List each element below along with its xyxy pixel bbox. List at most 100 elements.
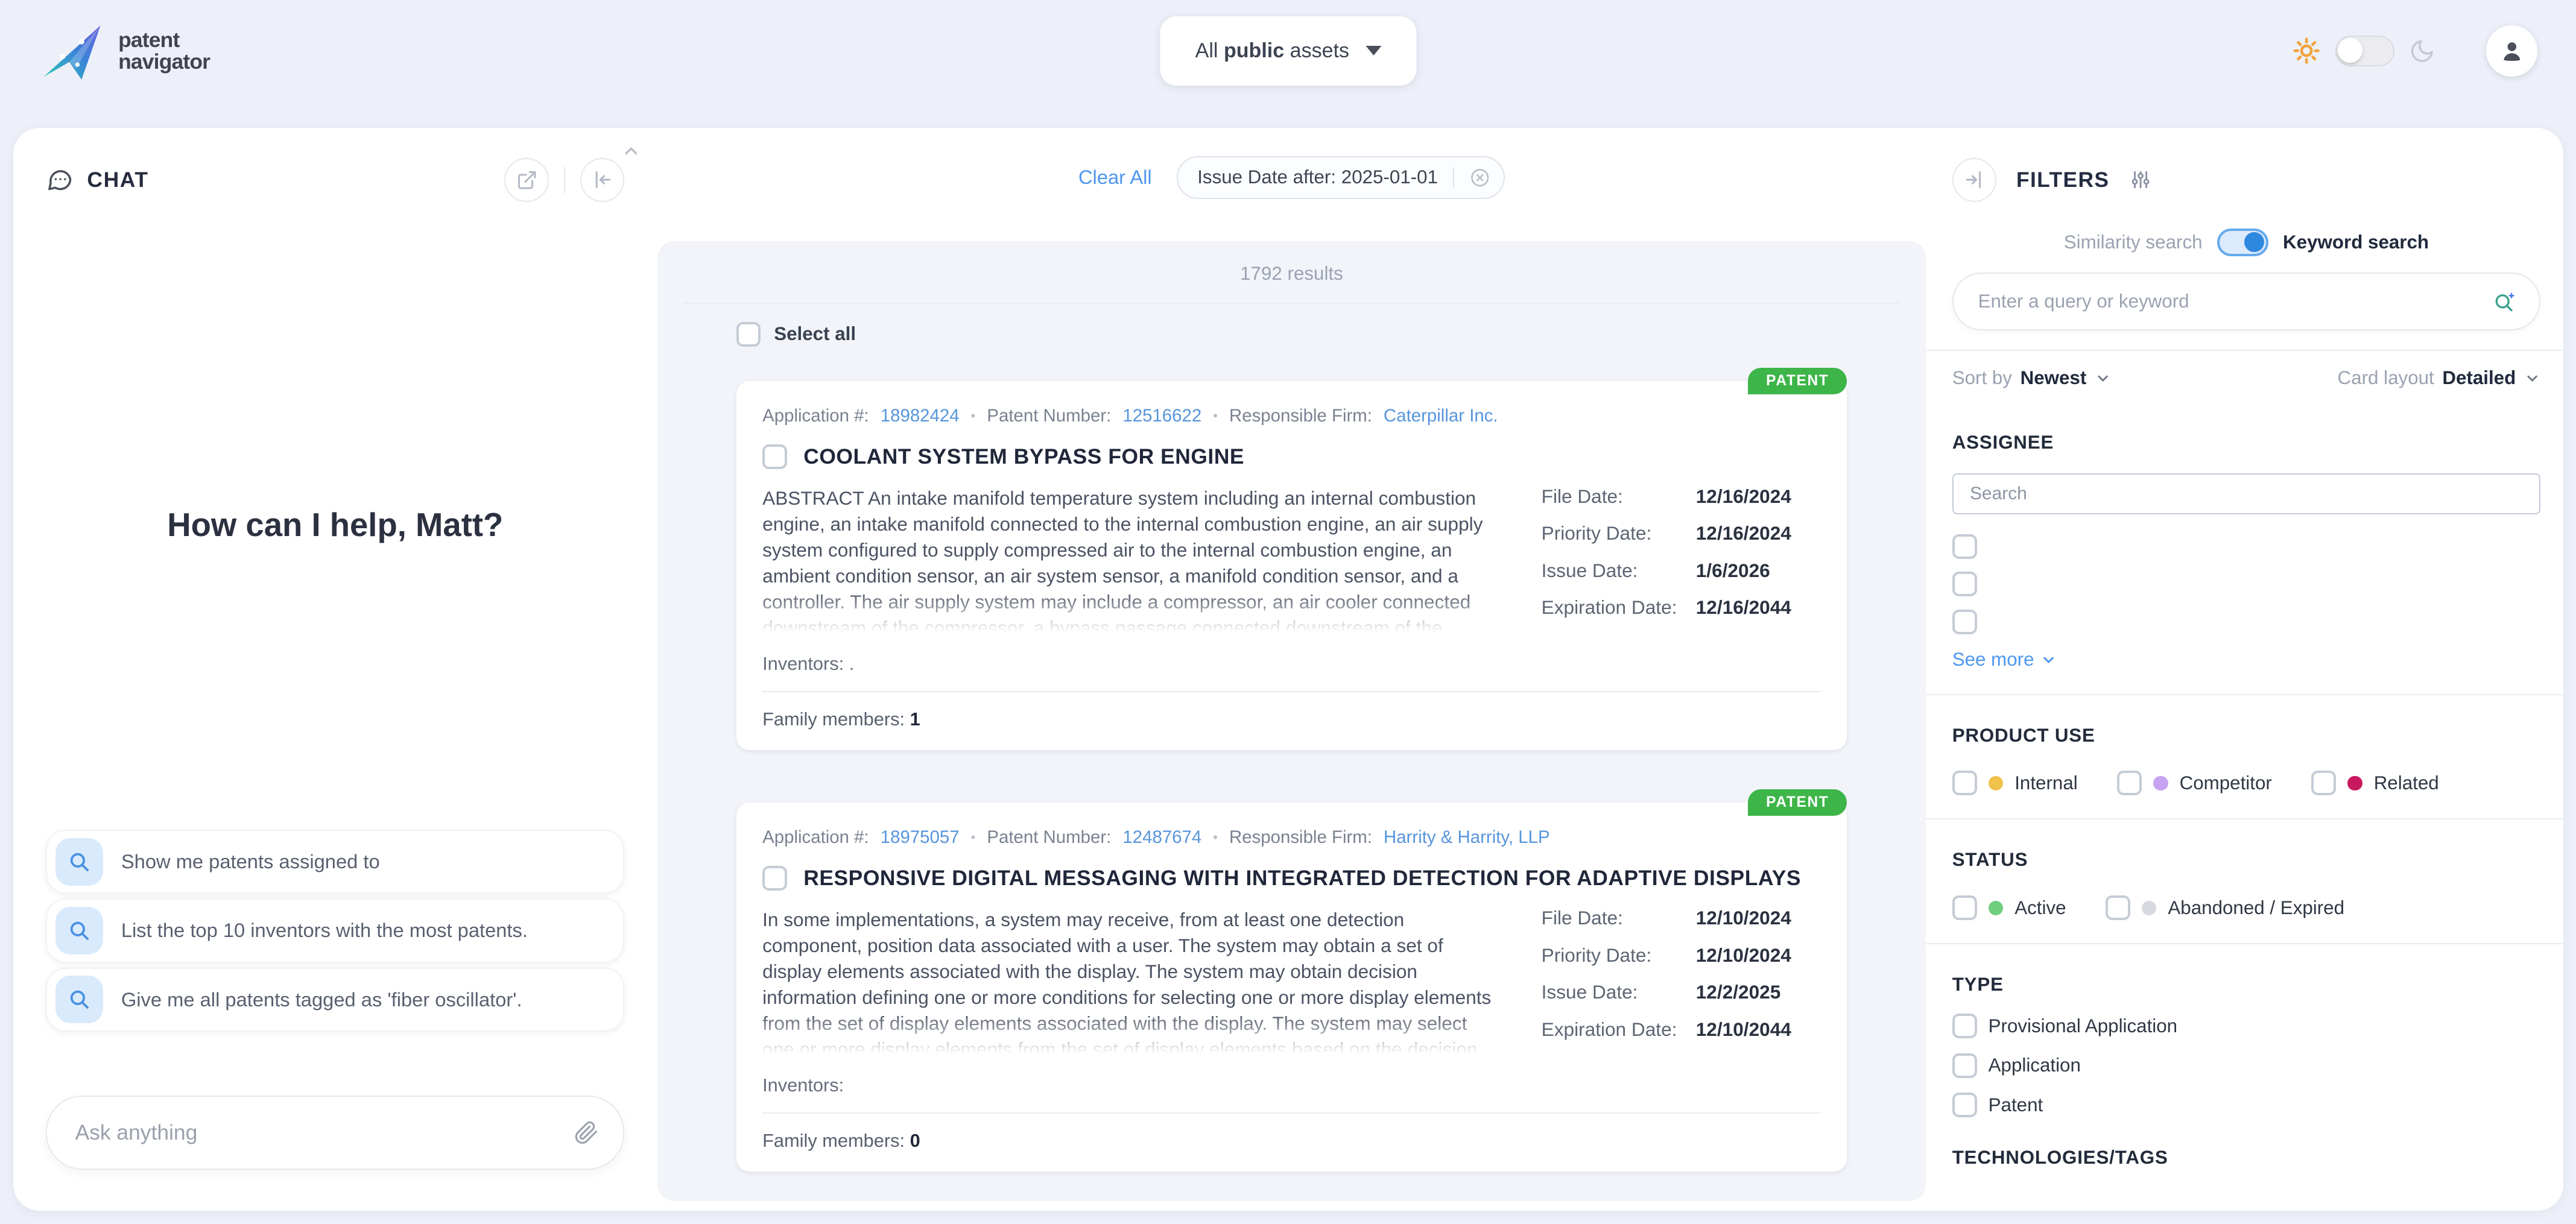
patent-title[interactable]: RESPONSIVE DIGITAL MESSAGING WITH INTEGR… [803, 865, 1802, 890]
checkbox[interactable] [1952, 1093, 1977, 1117]
remove-filter-icon[interactable] [1469, 167, 1490, 188]
option-label: Patent [1988, 1094, 2043, 1115]
open-chat-window-button[interactable] [504, 157, 549, 203]
checkbox[interactable] [2117, 771, 2142, 796]
see-more-link[interactable]: See more [1952, 649, 2540, 670]
patent-card[interactable]: PATENT Application #: 18975057 • Patent … [736, 789, 1847, 1172]
assignee-search-input[interactable] [1966, 482, 2527, 506]
type-section-title: TYPE [1952, 974, 2004, 995]
app-logo[interactable]: patent navigator [39, 20, 210, 83]
product-use-option-related[interactable]: Related [2311, 771, 2439, 796]
expiration-date-value: 12/10/2044 [1695, 1018, 1791, 1040]
responsible-firm-label: Responsible Firm: [1229, 827, 1372, 847]
chat-tools [504, 157, 625, 203]
card-checkbox[interactable] [762, 865, 787, 891]
top-right-cluster [2293, 25, 2537, 77]
issue-date-label: Issue Date: [1541, 981, 1638, 1003]
status-option-active[interactable]: Active [1952, 895, 2066, 921]
chevron-down-icon [2098, 375, 2108, 382]
logo-word-2: navigator [118, 49, 210, 74]
status-option-abandoned[interactable]: Abandoned / Expired [2105, 895, 2344, 921]
chat-panel: CHAT How can I help, M [13, 128, 657, 1210]
expiration-date-label: Expiration Date: [1541, 596, 1677, 619]
checkbox[interactable] [1952, 1014, 1977, 1039]
patent-card[interactable]: PATENT Application #: 18982424 • Patent … [736, 368, 1847, 750]
assignee-checkbox[interactable] [1952, 572, 1977, 597]
type-option-provisional[interactable]: Provisional Application [1952, 1014, 2540, 1039]
divider [1926, 943, 2564, 944]
search-mode-toggle[interactable] [2217, 228, 2268, 256]
patent-type-badge: PATENT [1748, 789, 1847, 816]
user-menu-button[interactable] [2486, 25, 2537, 77]
card-layout-dropdown[interactable]: Card layout Detailed [2338, 367, 2541, 389]
divider [762, 1112, 1821, 1114]
checkbox[interactable] [1952, 1053, 1977, 1078]
product-use-option-internal[interactable]: Internal [1952, 771, 2078, 796]
option-label: Active [2014, 897, 2066, 918]
type-option-patent[interactable]: Patent [1952, 1093, 2540, 1117]
collapse-chat-button[interactable] [580, 157, 625, 203]
card-checkbox[interactable] [762, 444, 787, 469]
family-members-value: 0 [910, 1130, 920, 1152]
application-number-link[interactable]: 18982424 [880, 405, 960, 426]
product-use-option-competitor[interactable]: Competitor [2117, 771, 2272, 796]
expiration-date-value: 12/16/2044 [1695, 596, 1791, 619]
patent-title[interactable]: COOLANT SYSTEM BYPASS FOR ENGINE [803, 444, 1245, 468]
chevron-down-icon [2527, 375, 2537, 382]
patent-number-link[interactable]: 12516622 [1122, 405, 1202, 426]
divider [1926, 350, 2564, 351]
assignee-checkbox[interactable] [1952, 534, 1977, 559]
priority-date-value: 12/16/2024 [1695, 522, 1791, 544]
filters-panel: FILTERS Similarity search Keyword search [1926, 128, 2564, 1210]
theme-toggle[interactable] [2335, 35, 2394, 67]
clear-all-link[interactable]: Clear All [1078, 166, 1152, 189]
paperclip-icon[interactable] [574, 1120, 599, 1145]
card-layout-value: Detailed [2442, 367, 2516, 389]
option-label: Related [2373, 772, 2439, 793]
sort-by-dropdown[interactable]: Sort by Newest [1952, 367, 2111, 389]
suggestion-chip[interactable]: List the top 10 inventors with the most … [46, 898, 625, 963]
checkbox[interactable] [1952, 895, 1977, 921]
checkbox[interactable] [2105, 895, 2130, 921]
chevron-down-icon [1366, 46, 1382, 56]
chevron-up-icon[interactable] [621, 141, 641, 161]
theme-toggle-knob [2338, 38, 2363, 63]
application-number-link[interactable]: 18975057 [880, 827, 960, 847]
active-filter-chip[interactable]: Issue Date after: 2025-01-01 [1176, 156, 1505, 199]
checkbox[interactable] [1952, 771, 1977, 796]
type-option-application[interactable]: Application [1952, 1053, 2540, 1078]
patent-number-label: Patent Number: [987, 405, 1112, 426]
file-date-value: 12/16/2024 [1695, 485, 1791, 507]
search-icon [70, 921, 89, 940]
card-meta-row: Application #: 18982424 • Patent Number:… [762, 406, 1821, 426]
chat-input[interactable] [72, 1118, 574, 1147]
query-input[interactable] [1975, 289, 2492, 314]
search-icon-tile [55, 906, 103, 954]
asset-scope-selector[interactable]: All public assets [1160, 16, 1417, 86]
chat-suggestions: Show me patents assigned to List the top… [46, 829, 625, 1032]
file-date-label: File Date: [1541, 907, 1623, 929]
checkbox[interactable] [2311, 771, 2337, 796]
chat-input-bar [46, 1096, 625, 1170]
bullet-separator: • [1213, 829, 1218, 845]
patent-number-link[interactable]: 12487674 [1122, 827, 1202, 847]
suggestion-chip[interactable]: Give me all patents tagged as 'fiber osc… [46, 967, 625, 1032]
collapse-filters-button[interactable] [1952, 157, 1997, 203]
moon-icon [2411, 40, 2434, 62]
main-shell: CHAT How can I help, M [13, 128, 2564, 1211]
competitor-color-dot [2153, 775, 2168, 791]
suggestion-chip[interactable]: Show me patents assigned to [46, 829, 625, 894]
inventors-row: Inventors: [762, 1074, 844, 1096]
issue-date-value: 12/2/2025 [1695, 981, 1781, 1003]
select-all-row: Select all [736, 321, 1847, 347]
top-bar: patent navigator All public assets [0, 0, 2576, 102]
chat-bubble-icon [48, 170, 72, 191]
ai-search-icon[interactable] [2492, 288, 2518, 315]
sort-by-label: Sort by [1952, 367, 2012, 389]
status-section-title: STATUS [1952, 849, 2028, 871]
sliders-icon [2131, 171, 2150, 189]
responsible-firm-link[interactable]: Harrity & Harrity, LLP [1384, 827, 1550, 847]
responsible-firm-link[interactable]: Caterpillar Inc. [1384, 405, 1498, 426]
select-all-checkbox[interactable] [736, 321, 761, 347]
assignee-checkbox[interactable] [1952, 610, 1977, 634]
